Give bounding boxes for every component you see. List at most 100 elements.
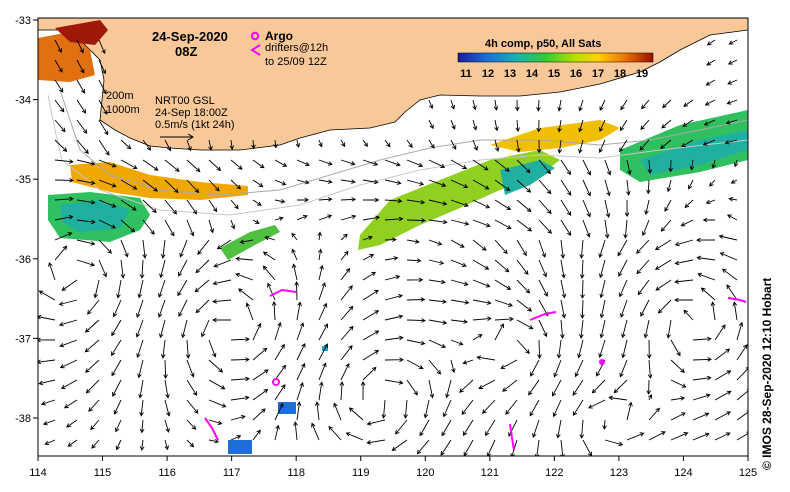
current-arrow bbox=[445, 379, 452, 399]
current-arrow bbox=[648, 407, 661, 421]
current-arrow bbox=[670, 412, 686, 421]
current-arrow bbox=[340, 250, 349, 261]
current-arrow bbox=[318, 139, 323, 148]
current-arrow bbox=[98, 259, 107, 278]
current-arrow bbox=[736, 388, 748, 401]
current-arrow bbox=[296, 159, 310, 167]
current-arrow bbox=[116, 279, 122, 299]
current-arrow bbox=[560, 319, 565, 339]
current-arrow bbox=[636, 239, 650, 254]
sst-west-warm bbox=[38, 32, 95, 82]
current-arrow bbox=[340, 233, 348, 241]
current-arrow bbox=[494, 219, 512, 230]
current-arrow bbox=[599, 99, 606, 112]
current-arrow bbox=[208, 359, 224, 373]
current-arrow bbox=[296, 179, 310, 185]
current-arrow bbox=[505, 399, 518, 415]
current-arrow bbox=[599, 319, 606, 339]
current-arrow bbox=[142, 139, 152, 151]
current-arrow bbox=[120, 219, 136, 233]
x-tick-label: 125 bbox=[739, 467, 757, 479]
current-arrow bbox=[85, 359, 100, 373]
current-arrow bbox=[728, 39, 738, 45]
legend-drifters-1: drifters@12h bbox=[265, 42, 328, 54]
current-arrow bbox=[538, 319, 548, 338]
current-arrow bbox=[450, 179, 469, 189]
sst-filament-cyan bbox=[500, 160, 555, 195]
sst-west-cyan bbox=[60, 200, 130, 232]
current-arrow bbox=[293, 421, 298, 441]
current-arrow bbox=[296, 401, 302, 421]
current-arrow bbox=[229, 139, 235, 151]
current-arrow bbox=[725, 119, 738, 125]
current-arrow bbox=[384, 256, 399, 261]
current-arrow bbox=[472, 239, 487, 251]
current-arrow bbox=[58, 299, 78, 306]
nrt-label-1: NRT00 GSL bbox=[155, 95, 215, 107]
current-arrow bbox=[362, 310, 380, 321]
current-arrow bbox=[179, 239, 188, 258]
current-arrow bbox=[602, 419, 607, 430]
current-arrow bbox=[384, 379, 404, 385]
current-arrow bbox=[538, 279, 548, 297]
current-arrow bbox=[450, 139, 457, 150]
current-arrow bbox=[626, 432, 645, 441]
current-arrow bbox=[84, 319, 100, 333]
current-arrow bbox=[442, 399, 452, 418]
current-arrow bbox=[579, 259, 585, 279]
current-arrow bbox=[478, 379, 496, 389]
current-arrow bbox=[40, 399, 56, 406]
current-arrow bbox=[428, 279, 446, 285]
current-arrow bbox=[516, 339, 530, 354]
current-arrow bbox=[494, 199, 512, 210]
sst-east-cyan bbox=[640, 130, 748, 175]
colorbar-tick-label: 17 bbox=[592, 68, 604, 80]
current-arrow bbox=[714, 411, 732, 421]
current-arrow bbox=[538, 219, 552, 234]
current-arrow bbox=[98, 39, 106, 55]
y-tick-label: -37 bbox=[15, 333, 31, 345]
current-arrow bbox=[647, 393, 653, 401]
current-arrow bbox=[340, 139, 346, 148]
current-arrow bbox=[139, 399, 144, 417]
current-arrow bbox=[462, 419, 474, 436]
current-arrow bbox=[530, 359, 540, 377]
current-arrow bbox=[406, 159, 424, 168]
current-arrow bbox=[450, 339, 464, 346]
current-arrow bbox=[476, 355, 496, 361]
credit-text: © IMOS 28-Sep-2020 12:10 Hobart bbox=[760, 277, 774, 470]
current-arrow bbox=[486, 439, 496, 456]
sst-blue-1 bbox=[228, 440, 252, 454]
current-arrow bbox=[163, 359, 168, 379]
current-arrow bbox=[578, 99, 584, 112]
current-arrow bbox=[406, 359, 424, 370]
current-arrow bbox=[164, 179, 179, 194]
current-arrow bbox=[44, 439, 56, 446]
current-arrow bbox=[138, 379, 144, 399]
current-arrow bbox=[54, 59, 63, 73]
current-arrow bbox=[98, 199, 117, 208]
current-arrow bbox=[164, 419, 170, 433]
current-arrow bbox=[384, 179, 402, 185]
current-arrow bbox=[208, 399, 227, 408]
current-arrow bbox=[314, 401, 320, 421]
current-arrow bbox=[459, 379, 474, 393]
current-arrow bbox=[38, 314, 56, 321]
current-arrow bbox=[646, 339, 652, 359]
current-arrow bbox=[494, 279, 512, 290]
current-arrow bbox=[164, 139, 172, 152]
current-arrow bbox=[384, 159, 401, 167]
current-arrow bbox=[238, 288, 254, 301]
current-arrow bbox=[516, 219, 533, 232]
current-arrow bbox=[76, 179, 96, 186]
current-arrow bbox=[538, 259, 547, 278]
current-arrow bbox=[252, 219, 260, 224]
current-arrow bbox=[38, 359, 56, 365]
current-arrow bbox=[582, 439, 592, 456]
current-arrow bbox=[557, 119, 562, 133]
current-arrow bbox=[560, 259, 566, 279]
current-arrow bbox=[714, 370, 732, 381]
current-arrow bbox=[419, 419, 430, 437]
current-arrow bbox=[296, 342, 306, 361]
current-arrow bbox=[362, 254, 375, 261]
